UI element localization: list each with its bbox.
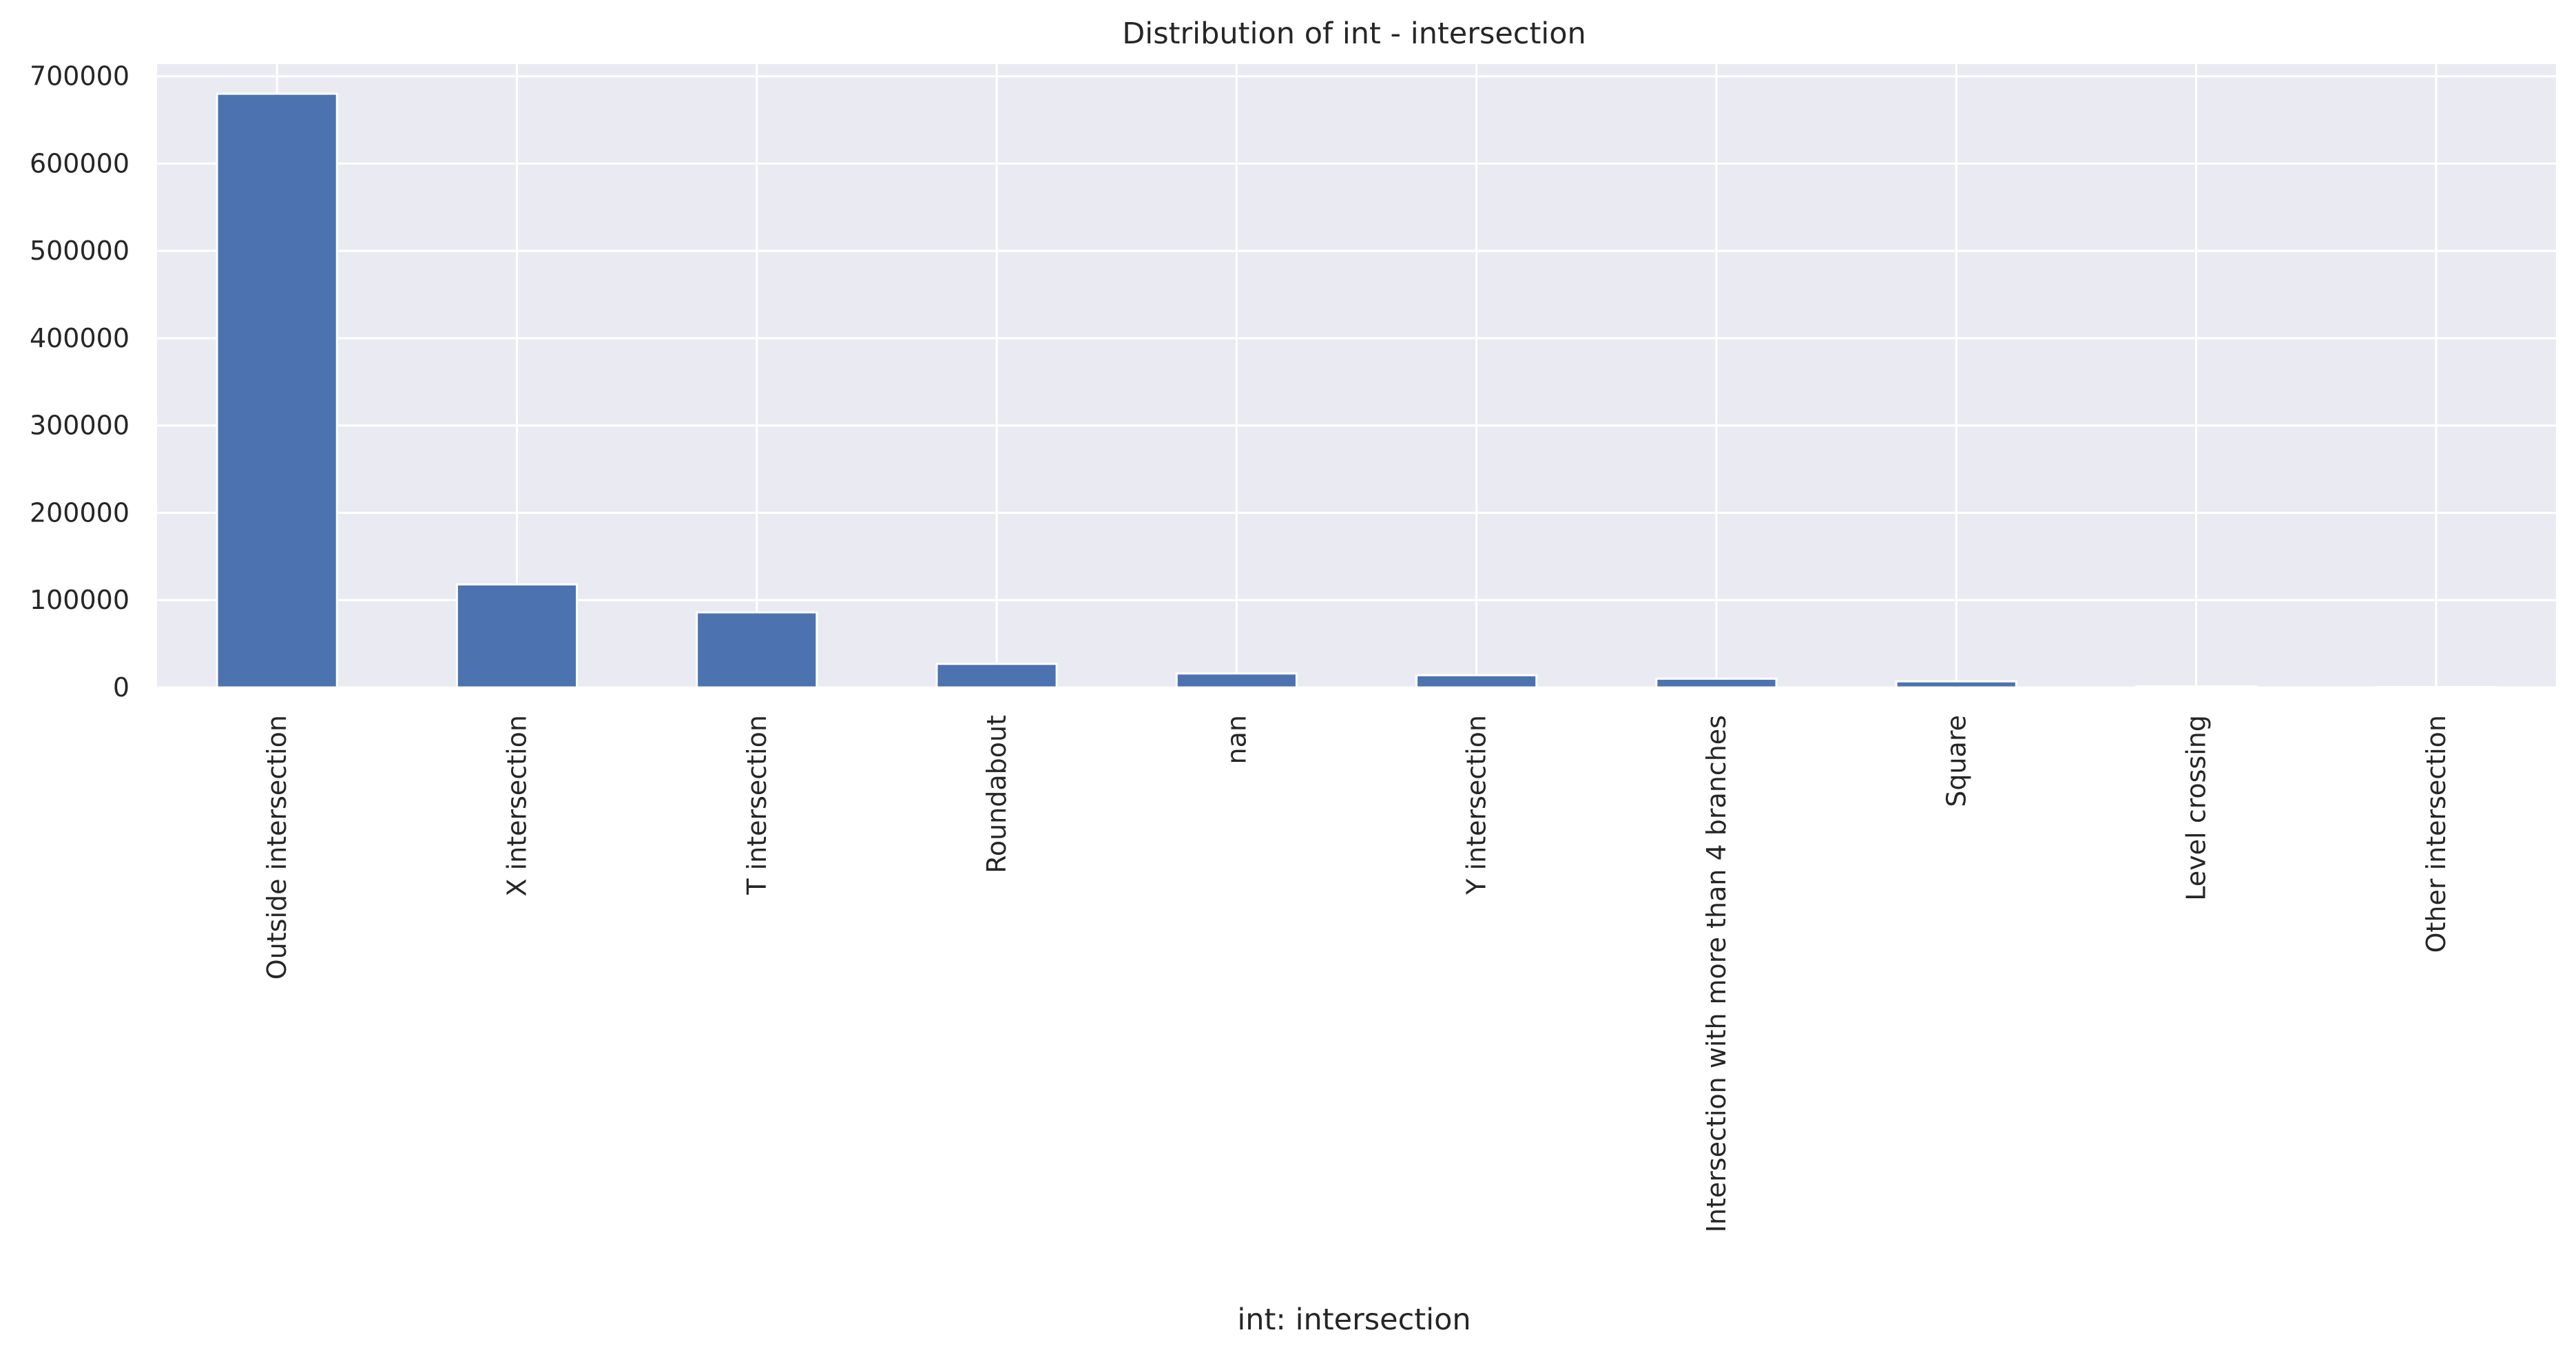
x-tick-label: X intersection: [501, 715, 532, 897]
x-axis-ticks: Outside intersection X intersection T inte…: [262, 715, 2451, 1232]
x-tick-label: Level crossing: [2181, 715, 2212, 901]
bar: [1175, 672, 1298, 689]
bar: [1655, 677, 1778, 689]
x-tick-label: Roundabout: [981, 715, 1012, 873]
bar: [1415, 674, 1538, 689]
bar: [1895, 680, 2017, 689]
x-tick-label: Intersection with more than 4 branches: [1701, 715, 1732, 1232]
y-tick-label: 100000: [30, 585, 129, 615]
bar: [216, 92, 338, 689]
y-tick-label: 0: [113, 672, 129, 703]
y-tick-label: 700000: [30, 61, 129, 92]
x-axis-label: int: intersection: [1237, 1303, 1471, 1337]
y-tick-label: 300000: [30, 411, 129, 441]
bar: [935, 663, 1058, 689]
y-tick-label: 500000: [30, 236, 129, 266]
x-tick-label: Outside intersection: [262, 715, 292, 980]
x-tick-label: T intersection: [742, 715, 772, 895]
y-tick-label: 200000: [30, 497, 129, 528]
chart-title: Distribution of int - intersection: [1122, 17, 1586, 51]
bars: [216, 92, 2497, 689]
y-tick-label: 600000: [30, 148, 129, 178]
x-tick-label: Y intersection: [1462, 715, 1492, 895]
bar: [696, 611, 818, 689]
x-tick-label: Other intersection: [2421, 715, 2451, 953]
x-tick-label: nan: [1221, 715, 1251, 764]
x-tick-label: Square: [1941, 715, 1971, 807]
bar: [455, 583, 579, 689]
bar: [2134, 685, 2258, 689]
y-tick-label: 400000: [30, 323, 129, 353]
y-axis-ticks: 0 100000 200000 300000 400000 500000 600000 700…: [30, 61, 129, 703]
